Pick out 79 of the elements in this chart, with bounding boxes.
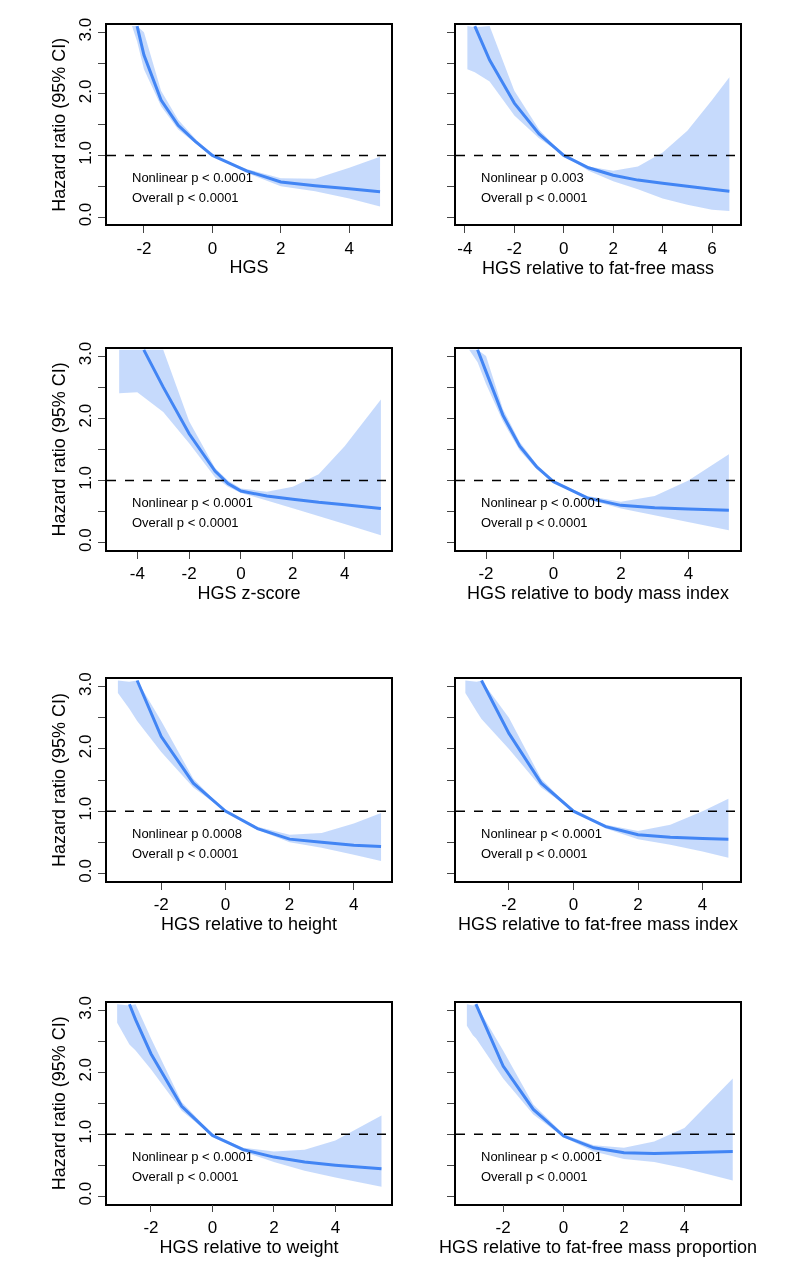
x-axis-title: HGS relative to fat-free mass xyxy=(481,257,715,278)
annotation: Overall p < 0.0001 xyxy=(132,515,239,530)
x-tick-label: 0 xyxy=(207,238,218,258)
y-axis-title: Hazard ratio (95% CI) xyxy=(49,1016,70,1191)
x-tick-label: 2 xyxy=(608,238,618,258)
x-tick-label: 4 xyxy=(339,564,350,584)
y-tick-label: 3.0 xyxy=(76,341,96,366)
y-tick-label: 0.0 xyxy=(76,858,96,883)
x-axis-title: HGS relative to height xyxy=(160,913,338,934)
x-tick-label: 4 xyxy=(683,564,694,584)
x-tick-label: 2 xyxy=(616,564,626,584)
y-tick-label: 1.0 xyxy=(76,1119,96,1144)
y-axis-title: Hazard ratio (95% CI) xyxy=(49,693,70,868)
y-axis-title: Hazard ratio (95% CI) xyxy=(49,37,70,212)
annotation: Nonlinear p < 0.0001 xyxy=(481,826,603,841)
annotation: Overall p < 0.0001 xyxy=(481,515,588,530)
x-tick-label: 4 xyxy=(330,1217,341,1237)
x-tick-label: 2 xyxy=(284,894,295,914)
x-axis-title: HGS relative to fat-free mass proportion xyxy=(438,1236,758,1257)
y-tick-label: 0.0 xyxy=(76,1181,96,1206)
x-tick-label: -2 xyxy=(501,894,517,914)
annotation: Overall p < 0.0001 xyxy=(132,1169,239,1184)
annotation: Overall p < 0.0001 xyxy=(132,846,239,861)
x-axis-title: HGS relative to fat-free mass index xyxy=(457,913,739,934)
y-tick-label: 1.0 xyxy=(76,466,96,490)
x-tick-label: -2 xyxy=(506,238,522,258)
y-tick-label: 3.0 xyxy=(76,996,96,1020)
x-tick-label: 0 xyxy=(558,1217,569,1237)
x-axis-title: HGS z-score xyxy=(197,583,301,604)
x-tick-label: 2 xyxy=(633,894,643,914)
annotation: Nonlinear p 0.0008 xyxy=(132,826,242,841)
x-tick-label: -2 xyxy=(478,564,494,584)
x-tick-label: -4 xyxy=(457,238,473,258)
x-tick-label: 0 xyxy=(236,564,246,584)
y-tick-label: 2.0 xyxy=(76,734,96,759)
x-tick-label: -2 xyxy=(143,1217,159,1237)
x-axis-title: HGS xyxy=(229,257,269,278)
annotation: Nonlinear p < 0.0001 xyxy=(132,495,254,510)
x-tick-label: 0 xyxy=(568,894,579,914)
annotation: Nonlinear p < 0.0001 xyxy=(481,1149,603,1164)
x-tick-label: 2 xyxy=(288,564,298,584)
y-tick-label: 2.0 xyxy=(76,1057,96,1082)
x-tick-label: -2 xyxy=(495,1217,511,1237)
x-tick-label: -2 xyxy=(181,564,197,584)
x-tick-label: 4 xyxy=(697,894,708,914)
annotation: Overall p < 0.0001 xyxy=(481,846,588,861)
x-tick-label: 4 xyxy=(349,894,359,914)
y-axis-title: Hazard ratio (95% CI) xyxy=(49,362,70,537)
annotation: Overall p < 0.0001 xyxy=(481,1169,588,1184)
x-tick-label: 4 xyxy=(657,238,668,258)
annotation: Nonlinear p 0.003 xyxy=(481,170,584,185)
x-tick-label: -2 xyxy=(136,238,152,258)
x-axis-title: HGS relative to weight xyxy=(159,1236,339,1257)
x-tick-label: 4 xyxy=(679,1217,690,1237)
x-tick-label: -4 xyxy=(129,564,145,584)
annotation: Overall p < 0.0001 xyxy=(132,190,239,205)
x-tick-label: 0 xyxy=(548,564,559,584)
x-tick-label: 2 xyxy=(619,1217,629,1237)
y-tick-label: 2.0 xyxy=(76,79,96,104)
x-axis-title: HGS relative to body mass index xyxy=(466,583,730,604)
y-tick-label: 1.0 xyxy=(76,796,96,821)
annotation: Overall p < 0.0001 xyxy=(481,190,588,205)
y-tick-label: 3.0 xyxy=(76,17,96,42)
y-tick-label: 0.0 xyxy=(76,202,96,227)
x-tick-label: 0 xyxy=(207,1217,218,1237)
x-tick-label: 4 xyxy=(344,238,354,258)
x-tick-label: 6 xyxy=(707,238,717,258)
x-tick-label: -2 xyxy=(153,894,169,914)
x-tick-label: 0 xyxy=(559,238,569,258)
annotation: Nonlinear p < 0.0001 xyxy=(132,1149,254,1164)
y-tick-label: 0.0 xyxy=(76,528,96,552)
y-tick-label: 3.0 xyxy=(76,672,96,696)
x-tick-label: 0 xyxy=(220,894,231,914)
annotation: Nonlinear p < 0.0001 xyxy=(481,495,603,510)
y-tick-label: 1.0 xyxy=(76,141,96,165)
x-tick-label: 2 xyxy=(269,1217,279,1237)
x-tick-label: 2 xyxy=(276,238,286,258)
annotation: Nonlinear p < 0.0001 xyxy=(132,170,254,185)
y-tick-label: 2.0 xyxy=(76,403,96,428)
